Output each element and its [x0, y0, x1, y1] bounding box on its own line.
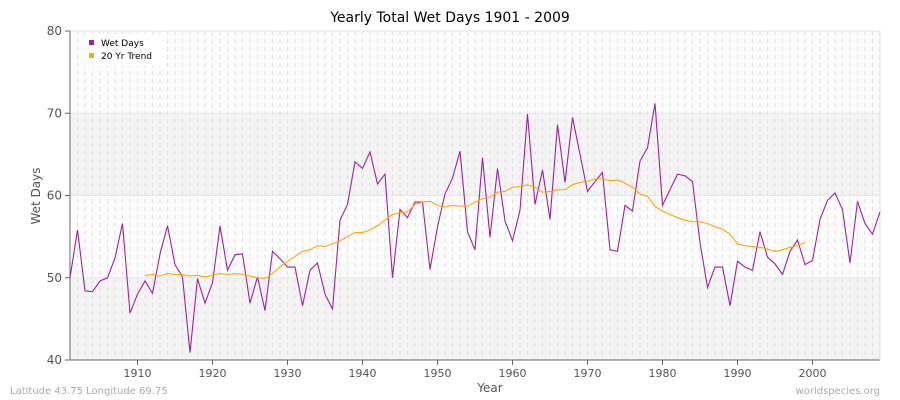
y-tick-label: 70 [47, 106, 62, 120]
legend-box [80, 34, 166, 66]
x-tick-label: 1910 [124, 367, 152, 380]
legend: Wet Days 20 Yr Trend [80, 34, 166, 66]
chart-title: Yearly Total Wet Days 1901 - 2009 [329, 10, 570, 26]
y-tick-label: 40 [47, 353, 62, 367]
y-tick-label: 50 [47, 271, 62, 285]
legend-swatch-wet-days [89, 40, 94, 45]
x-axis-label: Year [476, 381, 502, 395]
y-tick-label: 80 [47, 24, 62, 38]
trend-line [144, 178, 806, 280]
x-tick-label: 1990 [724, 367, 752, 380]
x-tick-label: 1940 [349, 367, 377, 380]
legend-label-trend: 20 Yr Trend [101, 52, 152, 62]
y-tick-label: 60 [47, 189, 62, 203]
x-tick-label: 2000 [799, 367, 827, 380]
x-tick-label: 1980 [649, 367, 677, 380]
x-tick-label: 1920 [199, 367, 227, 380]
x-tick-label: 1960 [499, 367, 527, 380]
wet-days-line [69, 103, 881, 353]
x-tick-label: 1930 [274, 367, 302, 380]
x-tick-label: 1970 [574, 367, 602, 380]
legend-label-wet-days: Wet Days [101, 39, 144, 49]
legend-swatch-trend [89, 53, 94, 58]
credit-text: worldspecies.org [796, 386, 880, 397]
location-text: Latitude 43.75 Longitude 69.75 [10, 386, 168, 397]
y-axis-label: Wet Days [29, 167, 43, 224]
x-tick-label: 1950 [424, 367, 452, 380]
